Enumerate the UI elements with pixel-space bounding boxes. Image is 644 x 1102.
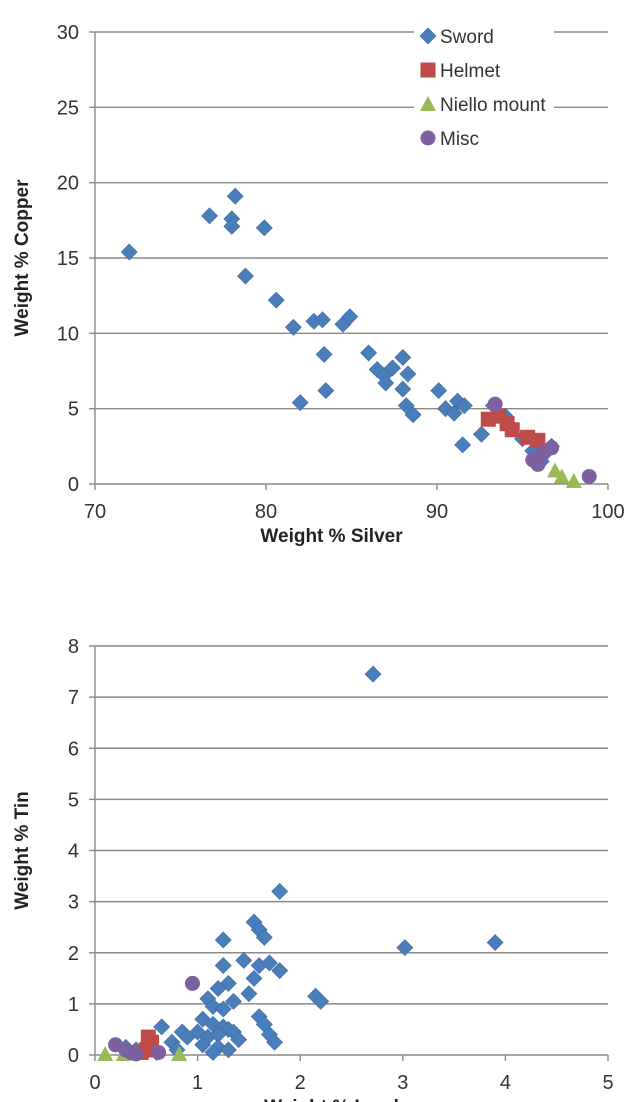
- y-tick-label: 25: [57, 97, 79, 119]
- x-tick-label: 5: [602, 1072, 613, 1094]
- data-point: [455, 437, 471, 453]
- legend-label: Helmet: [440, 61, 501, 82]
- data-point: [154, 1019, 170, 1035]
- y-tick-label: 1: [68, 994, 79, 1016]
- chart-1: 0 5 10 15 20 25 30 70 80 90 100 Weight % Silver Weig…: [12, 14, 625, 547]
- legend-label: Sword: [440, 27, 494, 48]
- data-point: [215, 932, 231, 948]
- y-tick-label: 0: [68, 474, 79, 496]
- x-tick-label: 3: [397, 1072, 408, 1094]
- data-point: [272, 883, 288, 899]
- legend-label: Niello mount: [440, 95, 546, 116]
- legend-label: Misc: [440, 129, 479, 150]
- y-tick-label: 7: [68, 687, 79, 709]
- data-point: [318, 383, 334, 399]
- data-point: [215, 958, 231, 974]
- series-sword: [121, 188, 559, 469]
- y-tick-label: 30: [57, 22, 79, 44]
- data-point: [236, 952, 252, 968]
- y-tick-label: 10: [57, 323, 79, 345]
- legend: Sword Helmet Niello mount Misc: [414, 14, 554, 164]
- x-axis-label: Weight % Silver: [260, 526, 403, 547]
- data-point: [151, 1045, 166, 1060]
- x-tick-label: 90: [426, 501, 448, 523]
- data-point: [395, 349, 411, 365]
- data-point: [544, 440, 559, 455]
- data-point: [400, 366, 416, 382]
- y-tick-label: 5: [68, 399, 79, 421]
- data-point: [237, 268, 253, 284]
- data-point: [316, 346, 332, 362]
- x-tick-label: 4: [500, 1072, 511, 1094]
- x-tick-label: 80: [255, 501, 277, 523]
- y-tick-label: 0: [68, 1045, 79, 1067]
- data-point: [488, 397, 503, 412]
- y-tick-label: 2: [68, 943, 79, 965]
- data-point: [582, 469, 597, 484]
- data-point: [241, 986, 257, 1002]
- chart-2: 0 1 2 3 4 5 6 7 8 0 1 2 3 4 5 Weight % Lead Weight % Tin: [12, 636, 614, 1102]
- x-tick-label: 0: [89, 1072, 100, 1094]
- y-tick-label: 5: [68, 789, 79, 811]
- data-point: [202, 208, 218, 224]
- data-point: [431, 383, 447, 399]
- series-helmet: [481, 409, 546, 448]
- data-point: [256, 220, 272, 236]
- y-axis-label: Weight % Copper: [12, 179, 33, 337]
- x-tick-label: 2: [295, 1072, 306, 1094]
- data-point: [141, 1030, 156, 1045]
- series-misc: [108, 976, 200, 1062]
- y-tick-label: 4: [68, 841, 79, 863]
- data-point: [395, 381, 411, 397]
- x-tick-label: 70: [84, 501, 106, 523]
- legend-marker: [421, 63, 436, 78]
- y-axis-label: Weight % Tin: [12, 791, 33, 910]
- data-point: [487, 935, 503, 951]
- data-point: [361, 345, 377, 361]
- y-tick-label: 8: [68, 636, 79, 658]
- data-point: [505, 422, 520, 437]
- x-tick-label: 1: [192, 1072, 203, 1094]
- y-tick-label: 3: [68, 892, 79, 914]
- data-point: [530, 457, 545, 472]
- data-point: [473, 426, 489, 442]
- y-tick-label: 6: [68, 738, 79, 760]
- series-sword: [118, 666, 503, 1060]
- data-point: [268, 292, 284, 308]
- legend-marker: [421, 131, 436, 146]
- data-point: [227, 188, 243, 204]
- y-tick-label: 15: [57, 248, 79, 270]
- x-tick-label: 100: [591, 501, 624, 523]
- data-point: [129, 1046, 144, 1061]
- data-point: [185, 976, 200, 991]
- data-point: [365, 666, 381, 682]
- y-tick-label: 20: [57, 173, 79, 195]
- x-axis-label: Weight % Lead: [264, 1097, 399, 1102]
